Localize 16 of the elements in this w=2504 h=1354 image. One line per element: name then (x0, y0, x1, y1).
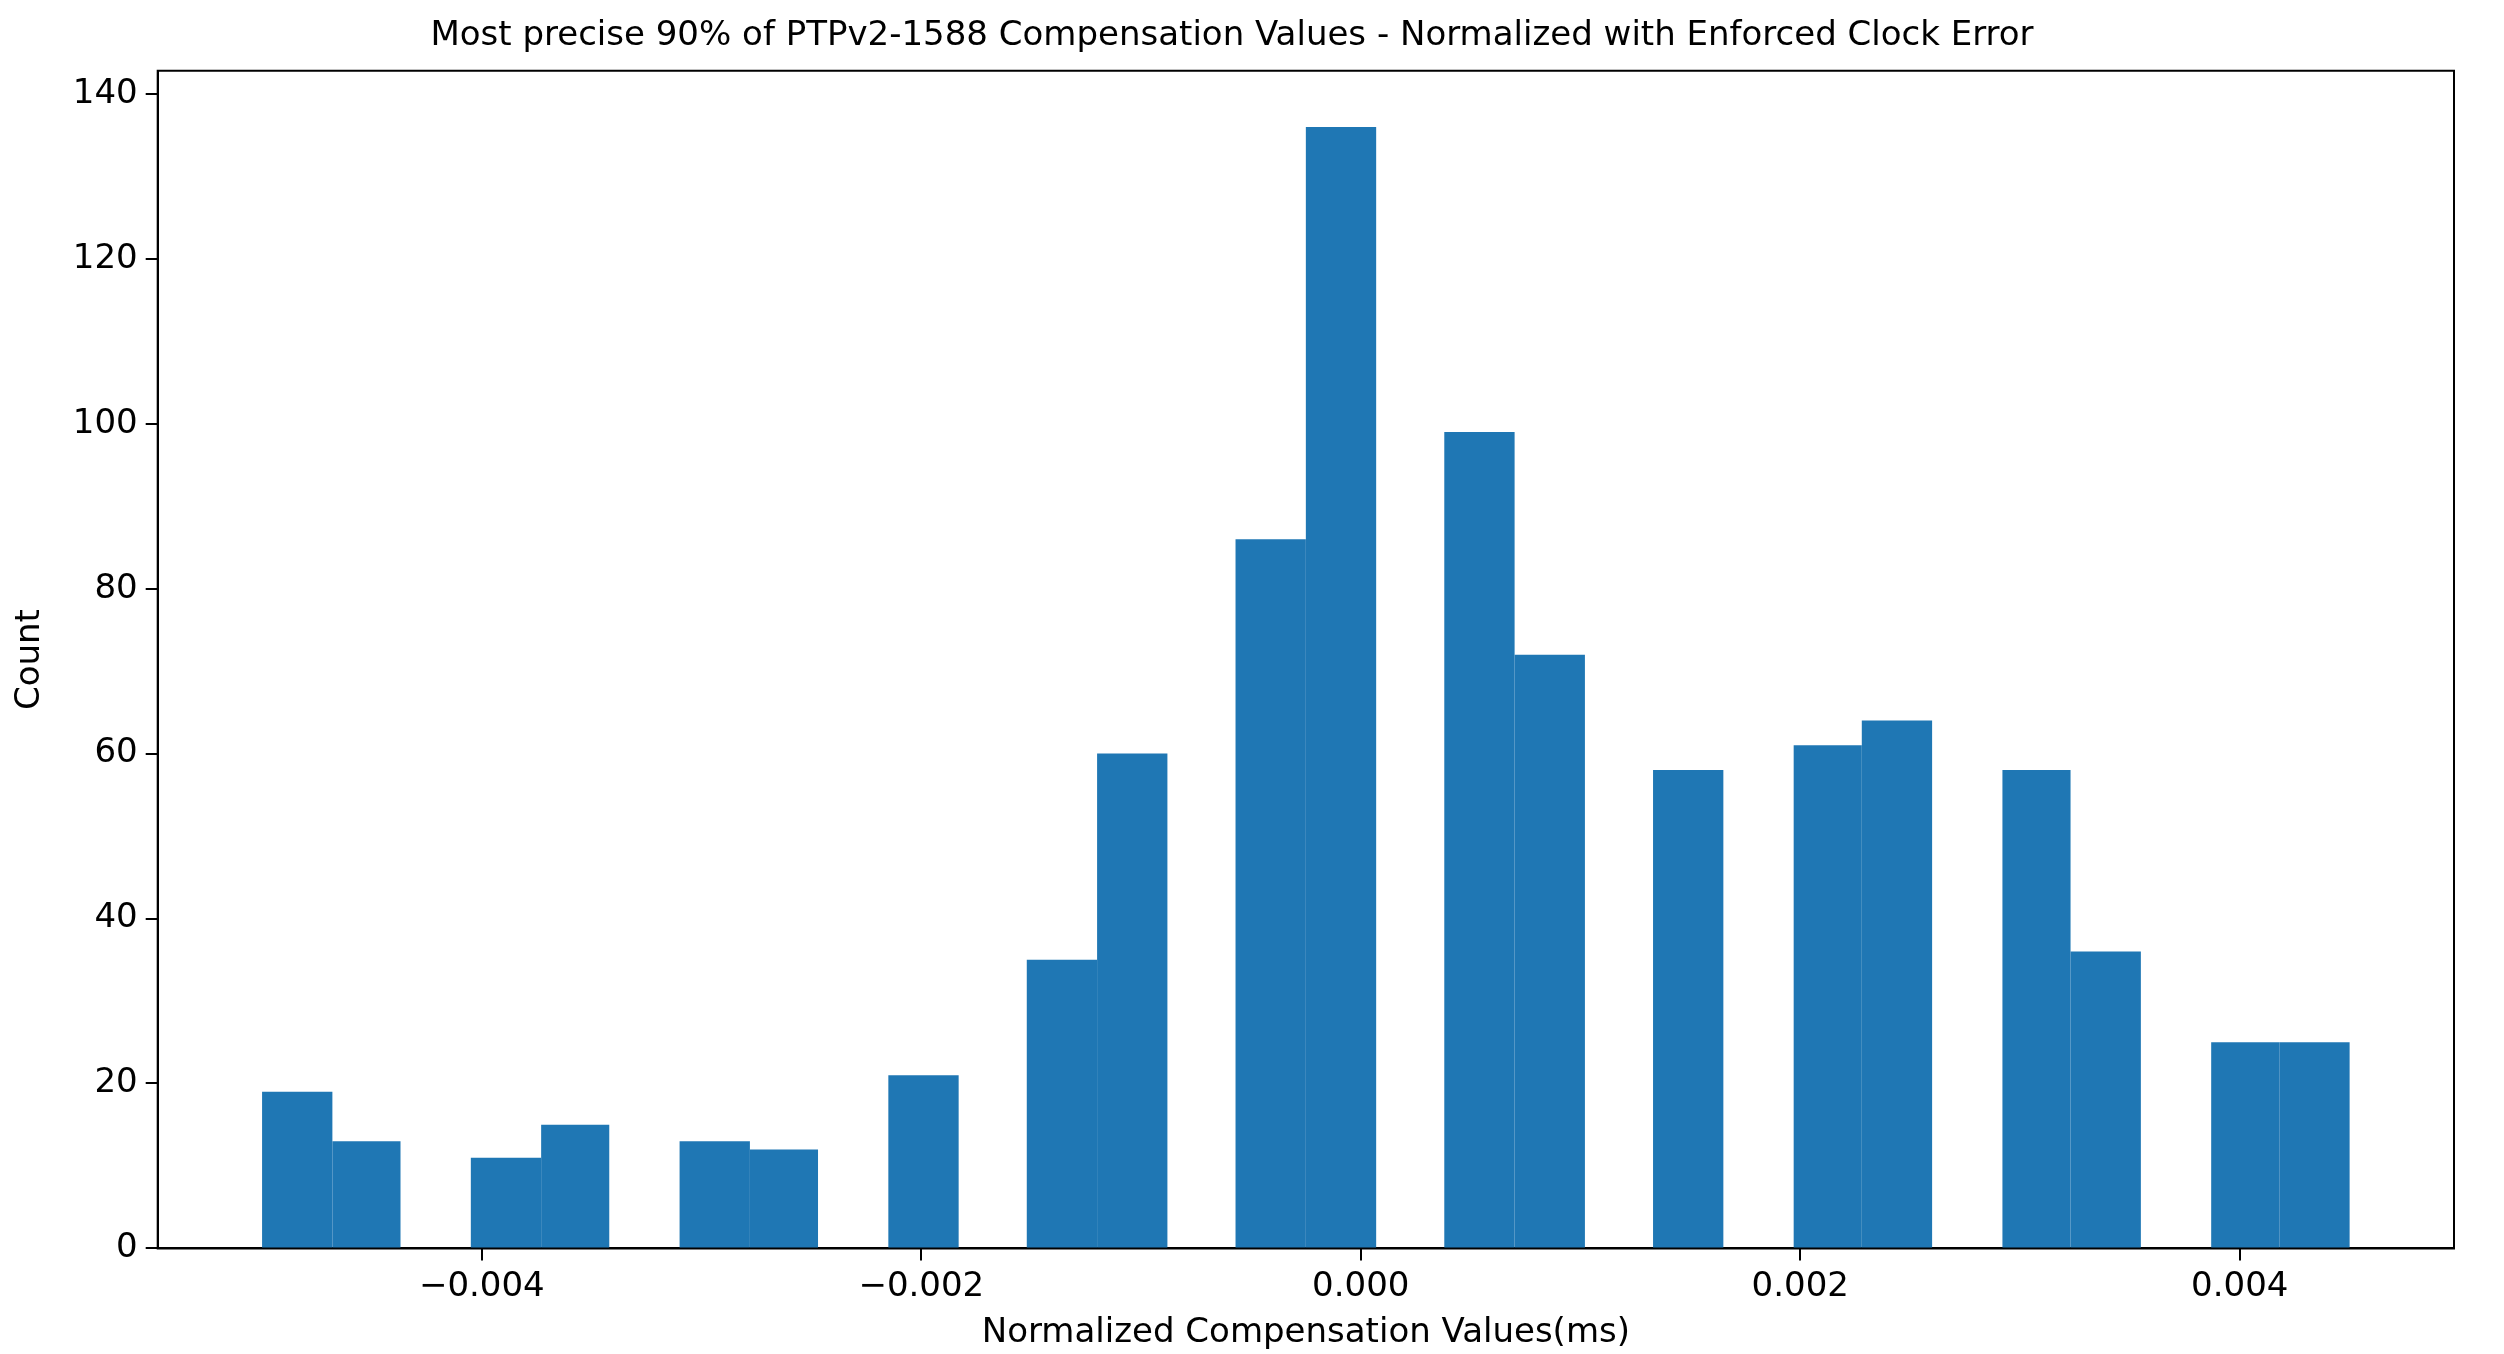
y-tick-label: 120 (72, 235, 138, 276)
y-tick-label: 60 (94, 730, 138, 771)
x-axis-title: Normalized Compensation Values(ms) (981, 1310, 1630, 1351)
x-tick-label: 0.000 (1312, 1263, 1410, 1304)
chart-title: Most precise 90% of PTPv2-1588 Compensation Values - Normalized with Enforced Clock Error (430, 13, 2034, 54)
x-tick-label: −0.004 (418, 1263, 545, 1304)
y-tick-label: 20 (94, 1060, 138, 1101)
y-axis-title: Count (7, 609, 48, 711)
x-tick-label: 0.002 (1751, 1263, 1849, 1304)
x-tick-label: −0.002 (858, 1263, 985, 1304)
y-tick-label: 140 (72, 70, 138, 111)
y-tick-label: 100 (72, 400, 138, 441)
y-tick-label: 80 (94, 565, 138, 606)
y-tick-label: 40 (94, 895, 138, 936)
y-tick-label: 0 (116, 1225, 138, 1266)
x-tick-label: 0.004 (2191, 1263, 2289, 1304)
